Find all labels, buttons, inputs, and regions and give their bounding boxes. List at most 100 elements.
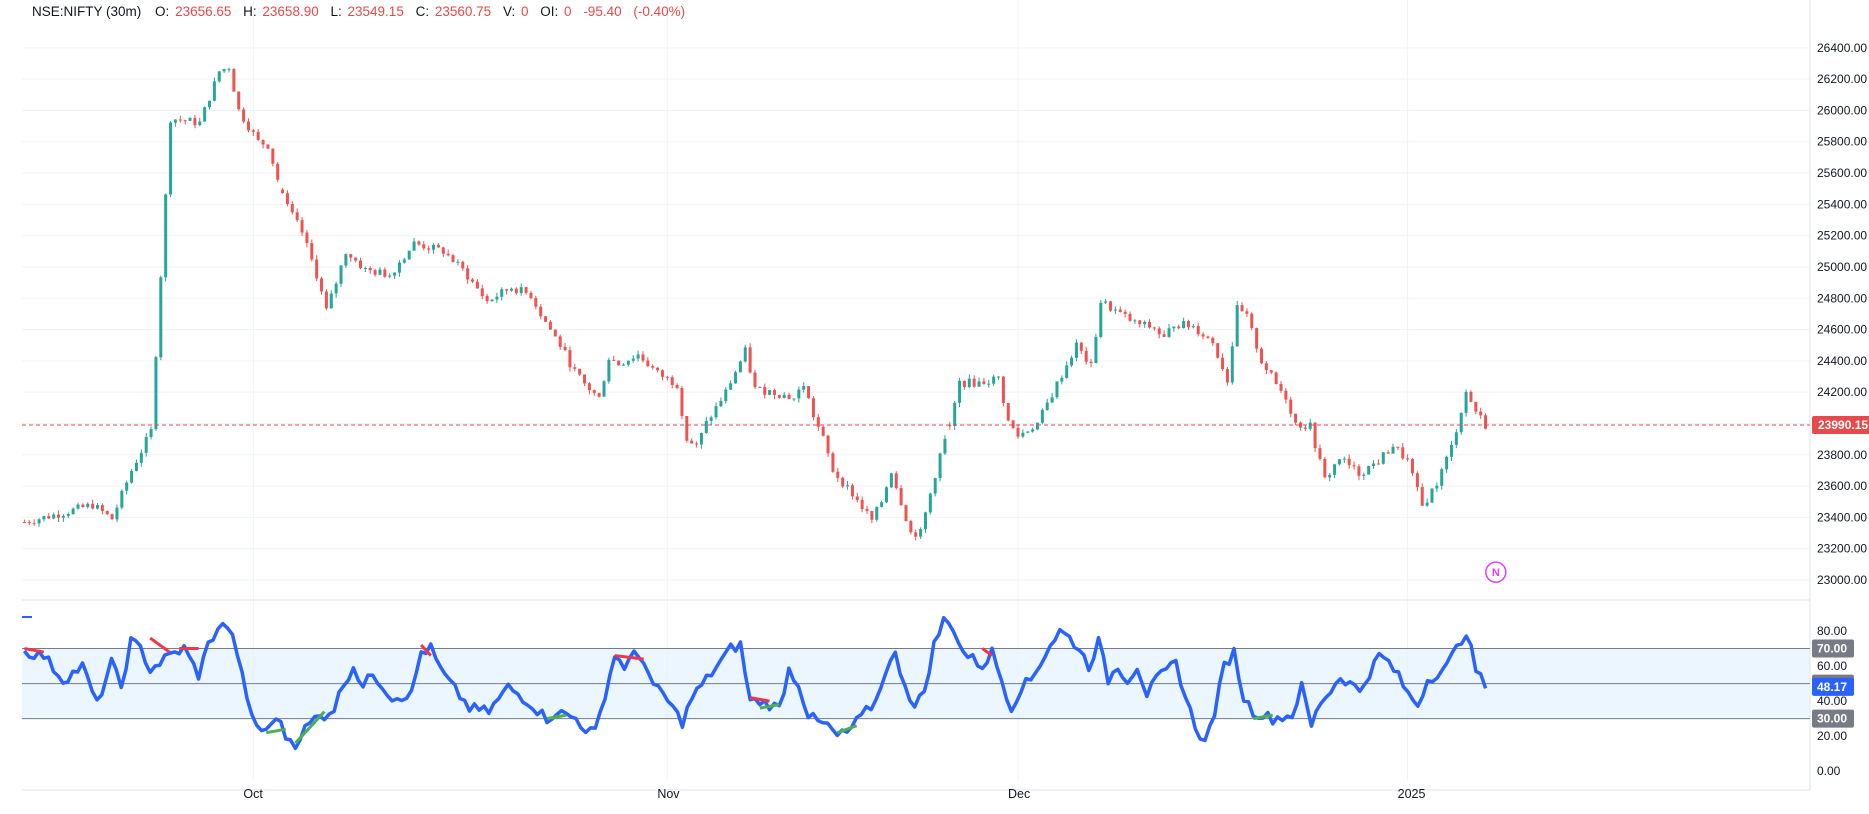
candle-body xyxy=(1333,464,1337,475)
candle-body xyxy=(441,247,445,254)
candle-body xyxy=(334,283,338,294)
candle-body xyxy=(61,515,65,518)
candle-body xyxy=(899,488,903,506)
candle-body xyxy=(373,270,377,275)
candle-body xyxy=(758,386,762,388)
candle-body xyxy=(1474,401,1478,412)
candle-body xyxy=(1454,432,1458,445)
candle-body xyxy=(704,420,708,433)
candle-body xyxy=(602,381,606,397)
candle-body xyxy=(943,438,947,454)
candle-body xyxy=(383,269,387,277)
news-marker-icon[interactable] xyxy=(1485,561,1507,583)
candle-body xyxy=(57,514,61,518)
high-label: H: xyxy=(243,4,257,19)
candle-body xyxy=(734,372,738,384)
candle-body xyxy=(617,360,621,366)
candle-body xyxy=(1045,402,1049,410)
candle-body xyxy=(1162,334,1166,337)
candle-body xyxy=(130,470,134,483)
candle-body xyxy=(397,262,401,273)
candle-body xyxy=(1148,321,1152,328)
candle-body xyxy=(1094,336,1098,364)
candle-body xyxy=(1381,452,1385,464)
candle-body xyxy=(173,119,177,123)
candle-body xyxy=(1177,326,1181,329)
candle-body xyxy=(203,107,207,122)
candle-body xyxy=(1323,458,1327,478)
candle-body xyxy=(354,257,358,261)
candle-body xyxy=(641,354,645,361)
candle-body xyxy=(22,522,26,524)
candle-body xyxy=(393,272,397,276)
time-axis-label: Dec xyxy=(1008,787,1030,801)
candle-body xyxy=(782,394,786,398)
candle-body xyxy=(680,388,684,417)
candle-body xyxy=(485,296,489,302)
candle-body xyxy=(27,522,31,524)
rsi-divergence-line xyxy=(546,713,567,721)
candle-body xyxy=(281,189,285,194)
candle-body xyxy=(242,109,246,122)
candle-body xyxy=(1420,487,1424,506)
candle-body xyxy=(427,248,431,250)
candle-body xyxy=(402,259,406,263)
candle-body xyxy=(368,268,372,271)
candle-body xyxy=(1235,305,1239,347)
candle-body xyxy=(1376,463,1380,465)
candle-body xyxy=(271,148,275,164)
candle-body xyxy=(37,519,41,524)
candle-body xyxy=(768,390,772,395)
rsi-divergence-line xyxy=(420,644,432,657)
high-value: 23658.90 xyxy=(262,4,319,19)
candle-body xyxy=(1021,432,1025,437)
candle-body xyxy=(451,255,455,262)
candle-body xyxy=(568,350,572,368)
candle-body xyxy=(222,69,226,72)
candle-body xyxy=(656,367,660,371)
candle-body xyxy=(300,220,304,233)
candle-body xyxy=(344,254,348,266)
candle-body xyxy=(358,260,362,269)
low-label: L: xyxy=(330,4,342,19)
candle-body xyxy=(646,360,650,367)
volume-label: V: xyxy=(502,4,516,19)
candle-body xyxy=(1250,313,1254,329)
candle-body xyxy=(154,357,158,430)
candle-body xyxy=(1026,431,1030,433)
candle-body xyxy=(1396,446,1400,448)
open-label: O: xyxy=(155,4,170,19)
candle-body xyxy=(919,529,923,537)
candle-body xyxy=(388,275,392,277)
candle-body xyxy=(1099,302,1103,337)
candle-body xyxy=(880,502,884,507)
candle-body xyxy=(850,485,854,497)
candle-body xyxy=(1308,422,1312,429)
candle-body xyxy=(339,265,343,284)
candle-body xyxy=(1011,420,1015,428)
candle-body xyxy=(933,478,937,494)
candle-body xyxy=(169,122,173,195)
price-tick-label: 24600.00 xyxy=(1817,323,1867,337)
candle-body xyxy=(889,473,893,488)
candle-body xyxy=(909,521,913,533)
symbol-label[interactable]: NSE:NIFTY (30m) xyxy=(32,4,142,19)
rsi-tick-label: 40.00 xyxy=(1817,694,1847,708)
candle-body xyxy=(1211,337,1215,344)
candle-body xyxy=(95,505,99,509)
candle-body xyxy=(52,514,56,519)
last-price-tag xyxy=(1812,416,1869,435)
candle-body xyxy=(651,366,655,368)
candle-body xyxy=(992,376,996,384)
candle-body xyxy=(772,390,776,395)
candle-body xyxy=(1172,326,1176,329)
candle-body xyxy=(1289,399,1293,414)
candle-body xyxy=(836,471,840,478)
candle-body xyxy=(1469,391,1473,402)
candle-body xyxy=(324,291,328,309)
candle-body xyxy=(495,296,499,300)
candle-body xyxy=(1050,397,1054,403)
candle-body xyxy=(729,383,733,390)
rsi-tick-label: 20.00 xyxy=(1817,729,1847,743)
